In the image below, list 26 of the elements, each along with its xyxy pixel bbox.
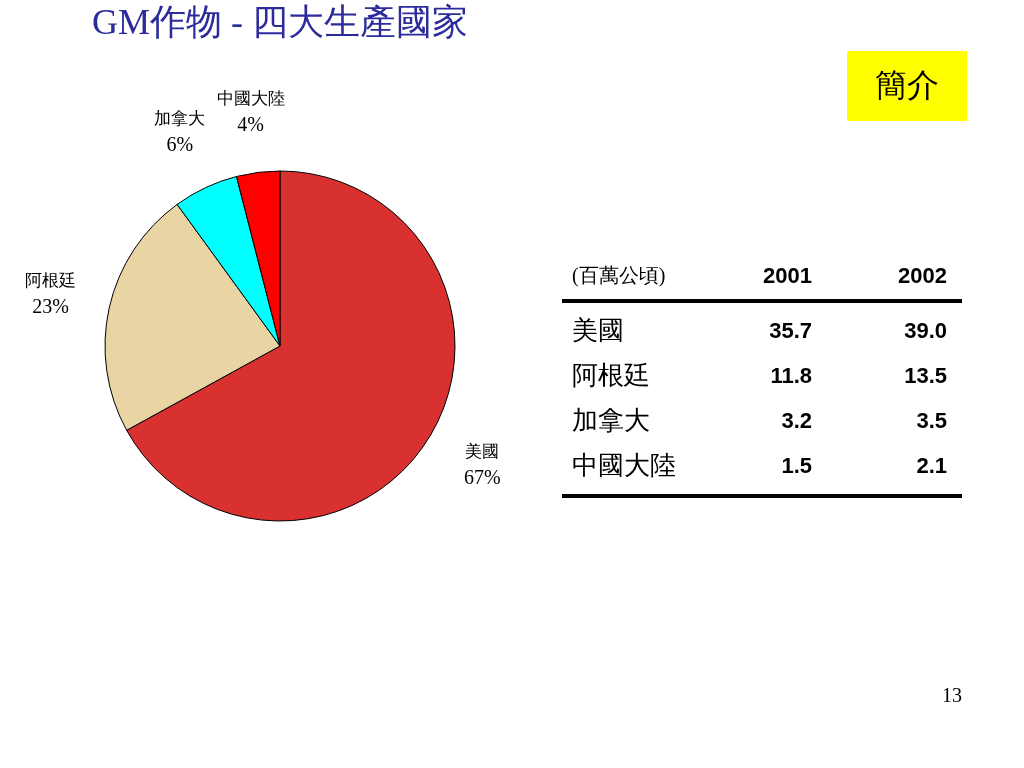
text: 加拿大 (572, 405, 650, 435)
text: 3.5 (916, 408, 947, 433)
text: 阿根廷 (572, 360, 650, 390)
slice-label: 阿根廷 (25, 269, 77, 290)
text: 35.7 (769, 318, 812, 343)
text: 中國大陸 (572, 450, 676, 480)
data-label: 4% (237, 112, 264, 135)
slice-label: 中國大陸 (216, 87, 285, 108)
text: 1.5 (781, 453, 812, 478)
text: 2001 (763, 263, 812, 288)
text: 13.5 (904, 363, 947, 388)
text: 2.1 (916, 453, 947, 478)
text: (百萬公頃) (572, 264, 666, 287)
slice-label: 美國 (465, 440, 500, 461)
text: 13 (942, 684, 962, 706)
text: 3.2 (781, 408, 812, 433)
text: 美國 (572, 315, 624, 345)
chart-title: GM作物 - 四大生產國家 (92, 2, 468, 42)
data-label: 23% (32, 294, 69, 317)
text: 簡介 (875, 66, 939, 104)
text: 11.8 (770, 363, 812, 388)
slice-label: 加拿大 (154, 108, 206, 129)
data-label: 67% (463, 465, 501, 488)
text: 39.0 (904, 318, 947, 343)
data-label: 6% (166, 133, 194, 156)
text: 2002 (898, 263, 947, 288)
